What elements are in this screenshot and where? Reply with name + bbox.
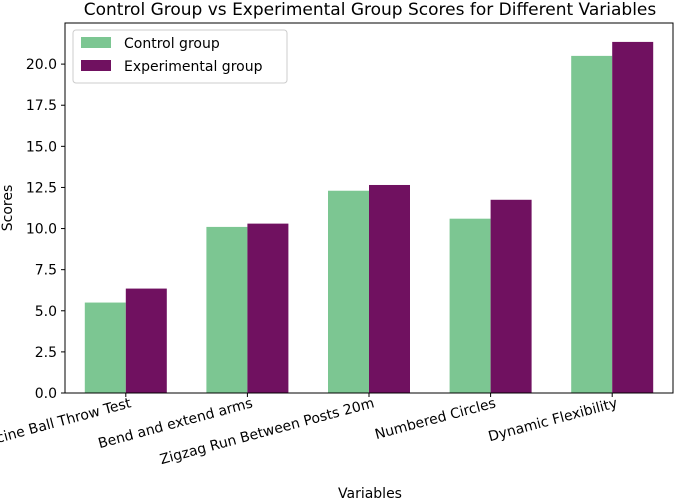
y-tick-label: 2.5 xyxy=(35,345,57,361)
y-axis-label: Scores xyxy=(0,185,16,232)
bar-experimental-4 xyxy=(612,41,654,394)
y-tick-label: 15.0 xyxy=(26,139,57,155)
bar-experimental-0 xyxy=(125,288,167,393)
legend-label: Experimental group xyxy=(124,59,263,75)
y-tick-label: 10.0 xyxy=(26,222,57,238)
bar-control-3 xyxy=(449,218,491,393)
y-tick-label: 12.5 xyxy=(26,180,57,196)
bar-control-2 xyxy=(328,190,369,393)
chart-title: Control Group vs Experimental Group Scor… xyxy=(84,0,657,20)
legend-label: Control group xyxy=(124,36,220,52)
bar-control-4 xyxy=(571,55,613,394)
bar-experimental-1 xyxy=(247,223,289,393)
y-tick-label: 17.5 xyxy=(26,98,57,114)
y-axis: 0.0 2.5 5.0 7.5 10.0 12.5 15.0 17.5 20.0 xyxy=(26,57,65,402)
x-tick-label: Dynamic Flexibility xyxy=(487,395,620,445)
x-tick-label: Numbered Circles xyxy=(373,395,497,443)
plot-area xyxy=(64,22,674,394)
legend: Control group Experimental group xyxy=(72,29,288,84)
bar-control-1 xyxy=(206,226,248,393)
legend-swatch xyxy=(81,60,111,71)
legend-swatch xyxy=(81,37,111,48)
bar-experimental-2 xyxy=(369,184,410,393)
y-tick-label: 7.5 xyxy=(35,263,57,279)
legend-box xyxy=(72,29,288,84)
y-tick-label: 5.0 xyxy=(35,304,57,320)
y-tick-label: 20.0 xyxy=(26,57,57,73)
y-tick-label: 0.0 xyxy=(35,386,57,402)
x-axis-label: Variables xyxy=(338,486,402,501)
bar-control-0 xyxy=(84,302,126,393)
x-tick-label: Zigzag Run Between Posts 20m xyxy=(158,395,376,468)
bar-experimental-3 xyxy=(490,199,532,393)
